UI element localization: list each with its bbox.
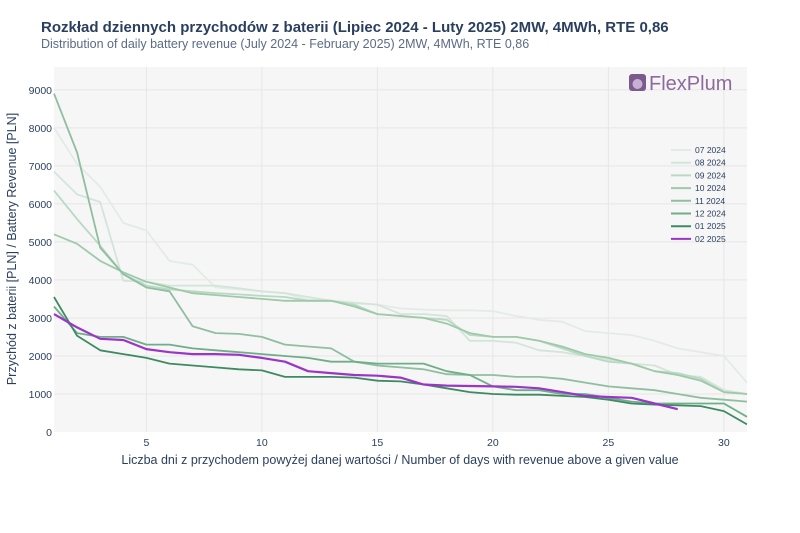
legend-entry: 09 2024 <box>695 170 726 180</box>
legend-entry: 12 2024 <box>695 209 726 219</box>
y-tick-label: 2000 <box>29 351 53 363</box>
x-axis-ticks: 5 10 15 20 25 30 <box>143 437 729 449</box>
y-axis-label: Przychód z baterii [PLN] / Battery Reven… <box>5 113 19 385</box>
legend-entry: 02 2025 <box>695 234 726 244</box>
series-line-11-2024 <box>53 93 748 403</box>
legend-entry: 11 2024 <box>695 196 725 206</box>
x-tick-label: 25 <box>603 437 615 449</box>
legend-entry: 10 2024 <box>695 183 726 193</box>
series-line-01-2025 <box>53 296 748 426</box>
x-tick-label: 20 <box>487 437 499 449</box>
legend-entry: 07 2024 <box>695 145 726 155</box>
legend-entry: 01 2025 <box>695 221 726 231</box>
y-tick-label: 0 <box>46 427 52 439</box>
grid-lines <box>54 67 747 432</box>
series-line-07-2024 <box>53 127 748 384</box>
y-tick-label: 6000 <box>29 199 53 211</box>
x-tick-label: 5 <box>143 437 149 449</box>
x-tick-label: 30 <box>718 437 730 449</box>
x-tick-label: 10 <box>256 437 268 449</box>
legend-entry: 08 2024 <box>695 158 726 168</box>
x-axis-label: Liczba dni z przychodem powyżej danej wa… <box>121 453 678 467</box>
y-tick-label: 1000 <box>29 389 53 401</box>
plum-icon-fruit <box>632 79 643 89</box>
y-tick-label: 4000 <box>29 275 53 287</box>
series-line-10-2024 <box>53 233 748 395</box>
chart-subtitle: Distribution of daily battery revenue (J… <box>41 37 530 51</box>
y-tick-label: 3000 <box>29 313 53 325</box>
legend: 07 2024 08 2024 09 2024 10 2024 11 2024 12 20… <box>671 145 726 244</box>
flexplum-logo: FlexPlum <box>629 73 732 95</box>
y-tick-label: 9000 <box>29 85 53 97</box>
chart-title: Rozkład dziennych przychodów z baterii (… <box>41 19 669 36</box>
y-tick-label: 8000 <box>29 123 53 135</box>
series-lines <box>53 93 748 426</box>
brand-name: FlexPlum <box>649 73 732 95</box>
y-tick-label: 5000 <box>29 237 53 249</box>
y-tick-label: 7000 <box>29 161 53 173</box>
series-line-12-2024 <box>53 305 748 418</box>
y-axis-ticks: 0 1000 2000 3000 4000 5000 6000 7000 8000 9000 <box>29 85 53 439</box>
x-tick-label: 15 <box>372 437 384 449</box>
series-line-02-2025 <box>53 313 678 411</box>
